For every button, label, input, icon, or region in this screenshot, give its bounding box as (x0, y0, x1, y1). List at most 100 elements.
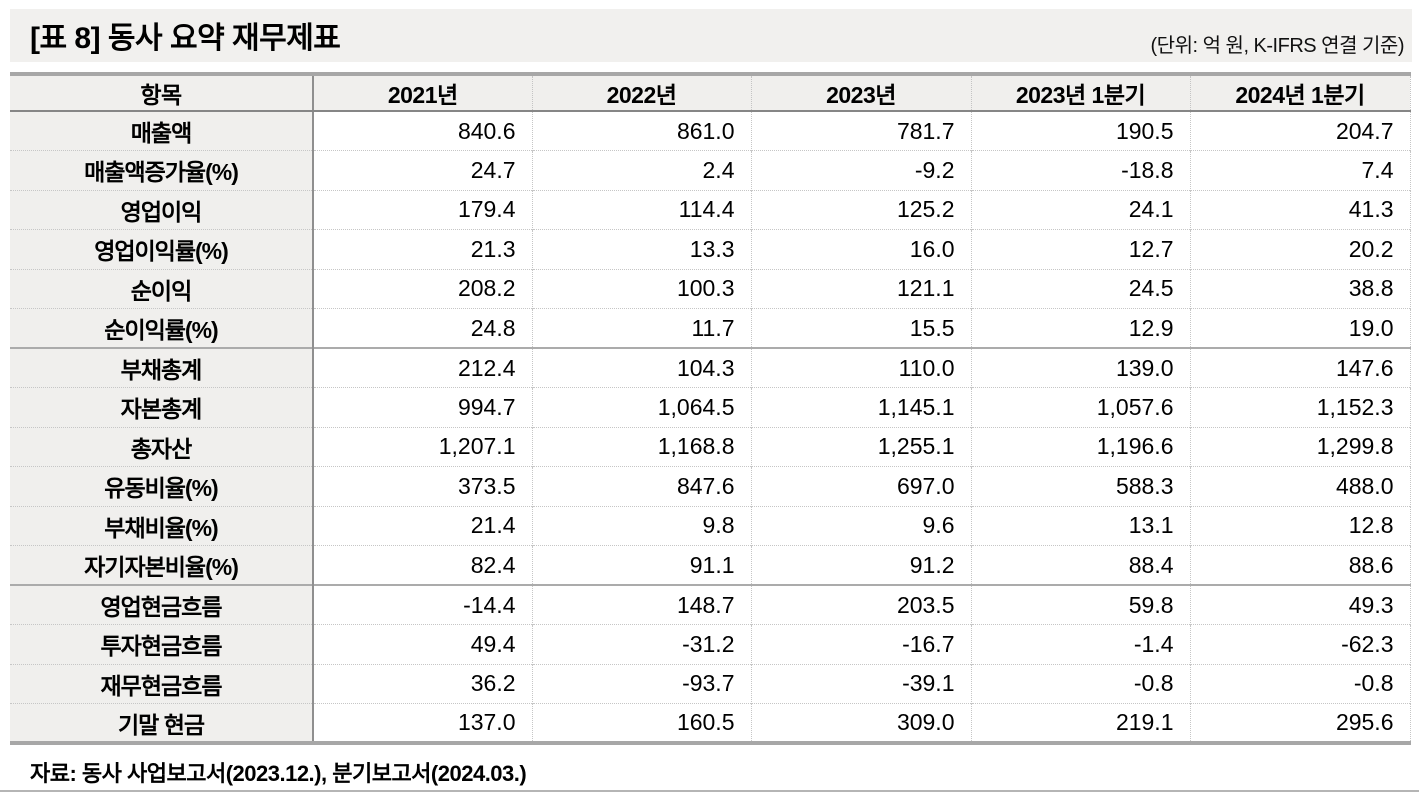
table-row: 순이익률(%) 24.8 11.7 15.5 12.9 19.0 (10, 308, 1411, 348)
cell-value: -0.8 (970, 663, 1190, 704)
cell-value: 24.5 (970, 268, 1190, 309)
table-row: 자본총계 994.7 1,064.5 1,145.1 1,057.6 1,152.3 (10, 387, 1411, 427)
cell-value: 125.2 (750, 189, 971, 230)
cell-value: 781.7 (750, 110, 971, 151)
cell-value: 309.0 (750, 703, 971, 743)
cell-value: 24.1 (970, 189, 1190, 230)
cell-value: 1,145.1 (750, 387, 971, 427)
row-label: 영업이익 (10, 189, 314, 230)
row-label: 매출액증가율(%) (10, 150, 314, 190)
row-label: 부채비율(%) (10, 505, 314, 546)
cell-value: -62.3 (1189, 624, 1411, 664)
cell-value: 114.4 (531, 189, 751, 230)
cell-value: 21.3 (312, 229, 532, 269)
cell-value: 88.4 (970, 545, 1190, 585)
cell-value: 24.7 (312, 150, 532, 190)
cell-value: 373.5 (312, 466, 532, 506)
cell-value: 49.3 (1189, 584, 1411, 625)
cell-value: 190.5 (970, 110, 1190, 151)
cell-value: 20.2 (1189, 229, 1411, 269)
cell-value: 88.6 (1189, 545, 1411, 585)
cell-value: 1,207.1 (312, 426, 532, 467)
cell-value: 41.3 (1189, 189, 1411, 230)
row-label: 자본총계 (10, 387, 314, 427)
cell-value: 24.8 (312, 308, 532, 348)
cell-value: 847.6 (531, 466, 751, 506)
cell-value: 139.0 (970, 347, 1190, 388)
cell-value: 204.7 (1189, 110, 1411, 151)
cell-value: 16.0 (750, 229, 971, 269)
cell-value: 59.8 (970, 584, 1190, 625)
table-row: 자기자본비율(%) 82.4 91.1 91.2 88.4 88.6 (10, 545, 1411, 585)
bottom-rule (0, 790, 1419, 792)
table-row: 영업이익 179.4 114.4 125.2 24.1 41.3 (10, 189, 1411, 230)
cell-value: 121.1 (750, 268, 971, 309)
unit-note: (단위: 억 원, K-IFRS 연결 기준) (1150, 35, 1405, 57)
row-label: 순이익률(%) (10, 308, 314, 348)
cell-value: 38.8 (1189, 268, 1411, 309)
cell-value: -9.2 (750, 150, 971, 190)
cell-value: 12.8 (1189, 505, 1411, 546)
cell-value: 13.3 (531, 229, 751, 269)
table-body: 매출액 840.6 861.0 781.7 190.5 204.7 매출액증가율(%) 24.… (10, 110, 1411, 743)
cell-value: 1,168.8 (531, 426, 751, 467)
cell-value: 13.1 (970, 505, 1190, 546)
cell-value: 19.0 (1189, 308, 1411, 348)
row-label: 영업이익률(%) (10, 229, 314, 269)
cell-value: 994.7 (312, 387, 532, 427)
cell-value: 212.4 (312, 347, 532, 388)
column-header-item: 항목 (10, 74, 314, 112)
column-header-period: 2023년 (750, 74, 971, 112)
cell-value: 840.6 (312, 110, 532, 151)
cell-value: 861.0 (531, 110, 751, 151)
cell-value: 12.7 (970, 229, 1190, 269)
cell-value: 219.1 (970, 703, 1190, 743)
row-label: 재무현금흐름 (10, 663, 314, 704)
cell-value: 147.6 (1189, 347, 1411, 388)
cell-value: 160.5 (531, 703, 751, 743)
row-label: 순이익 (10, 268, 314, 309)
header-row: 항목 2021년 2022년 2023년 2023년 1분기 2024년 1분기 (10, 74, 1411, 112)
cell-value: 488.0 (1189, 466, 1411, 506)
cell-value: 1,255.1 (750, 426, 971, 467)
row-label: 매출액 (10, 110, 314, 151)
cell-value: 137.0 (312, 703, 532, 743)
cell-value: 11.7 (531, 308, 751, 348)
row-label: 유동비율(%) (10, 466, 314, 506)
table-row: 부채비율(%) 21.4 9.8 9.6 13.1 12.8 (10, 505, 1411, 546)
cell-value: 1,196.6 (970, 426, 1190, 467)
cell-value: -18.8 (970, 150, 1190, 190)
table-row: 기말 현금 137.0 160.5 309.0 219.1 295.6 (10, 703, 1411, 743)
cell-value: 104.3 (531, 347, 751, 388)
row-label: 투자현금흐름 (10, 624, 314, 664)
cell-value: 1,299.8 (1189, 426, 1411, 467)
cell-value: 7.4 (1189, 150, 1411, 190)
cell-value: -16.7 (750, 624, 971, 664)
cell-value: -1.4 (970, 624, 1190, 664)
table-row: 영업현금흐름 -14.4 148.7 203.5 59.8 49.3 (10, 584, 1411, 625)
cell-value: 148.7 (531, 584, 751, 625)
table-row: 부채총계 212.4 104.3 110.0 139.0 147.6 (10, 347, 1411, 388)
cell-value: 12.9 (970, 308, 1190, 348)
table-row: 총자산 1,207.1 1,168.8 1,255.1 1,196.6 1,299.8 (10, 426, 1411, 467)
row-label: 부채총계 (10, 347, 314, 388)
column-header-period: 2022년 (531, 74, 751, 112)
column-header-period: 2023년 1분기 (970, 74, 1190, 112)
cell-value: 1,064.5 (531, 387, 751, 427)
cell-value: 295.6 (1189, 703, 1411, 743)
table-title-band: [표 8] 동사 요약 재무제표 (단위: 억 원, K-IFRS 연결 기준) (10, 9, 1412, 62)
table-row: 영업이익률(%) 21.3 13.3 16.0 12.7 20.2 (10, 229, 1411, 269)
source-note: 자료: 동사 사업보고서(2023.12.), 분기보고서(2024.03.) (30, 761, 527, 786)
cell-value: 100.3 (531, 268, 751, 309)
table-title: [표 8] 동사 요약 재무제표 (30, 22, 341, 55)
cell-value: 110.0 (750, 347, 971, 388)
row-label: 기말 현금 (10, 703, 314, 743)
cell-value: -14.4 (312, 584, 532, 625)
cell-value: -31.2 (531, 624, 751, 664)
column-header-period: 2024년 1분기 (1189, 74, 1411, 112)
cell-value: 588.3 (970, 466, 1190, 506)
cell-value: -39.1 (750, 663, 971, 704)
cell-value: 91.2 (750, 545, 971, 585)
table-row: 순이익 208.2 100.3 121.1 24.5 38.8 (10, 268, 1411, 309)
